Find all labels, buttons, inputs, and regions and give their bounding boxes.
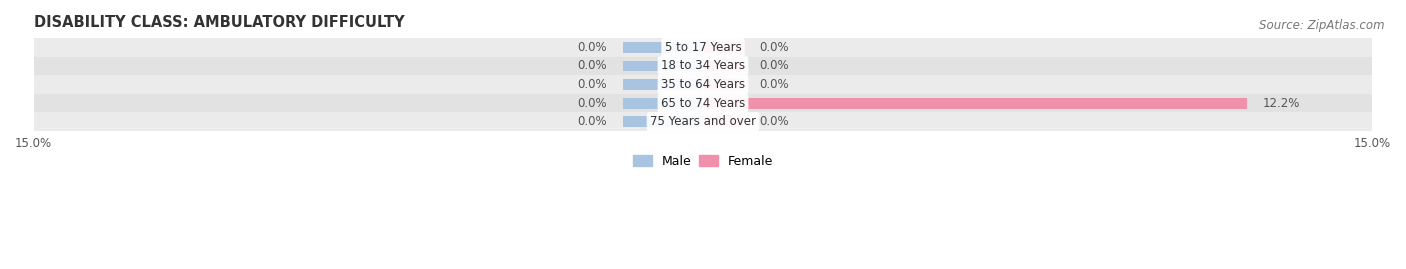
Bar xyxy=(34,57,1372,75)
Text: 18 to 34 Years: 18 to 34 Years xyxy=(661,59,745,72)
Text: DISABILITY CLASS: AMBULATORY DIFFICULTY: DISABILITY CLASS: AMBULATORY DIFFICULTY xyxy=(34,15,404,30)
Bar xyxy=(623,61,703,71)
Bar xyxy=(623,79,703,90)
Text: 65 to 74 Years: 65 to 74 Years xyxy=(661,97,745,110)
Bar xyxy=(623,116,703,127)
Bar xyxy=(34,112,1372,131)
Text: 35 to 64 Years: 35 to 64 Years xyxy=(661,78,745,91)
Text: 5 to 17 Years: 5 to 17 Years xyxy=(665,41,741,54)
Text: 0.0%: 0.0% xyxy=(578,78,607,91)
Text: Source: ZipAtlas.com: Source: ZipAtlas.com xyxy=(1260,19,1385,32)
Bar xyxy=(34,38,1372,57)
Bar xyxy=(623,42,703,53)
Bar xyxy=(703,116,744,127)
Bar xyxy=(34,94,1372,112)
Bar xyxy=(703,79,744,90)
Text: 0.0%: 0.0% xyxy=(578,59,607,72)
Bar xyxy=(34,75,1372,94)
Text: 0.0%: 0.0% xyxy=(759,115,789,128)
Text: 0.0%: 0.0% xyxy=(578,97,607,110)
Text: 0.0%: 0.0% xyxy=(578,115,607,128)
Text: 75 Years and over: 75 Years and over xyxy=(650,115,756,128)
Text: 0.0%: 0.0% xyxy=(759,59,789,72)
Text: 0.0%: 0.0% xyxy=(759,41,789,54)
Text: 0.0%: 0.0% xyxy=(759,78,789,91)
Text: 0.0%: 0.0% xyxy=(578,41,607,54)
Legend: Male, Female: Male, Female xyxy=(628,150,778,173)
Bar xyxy=(703,61,744,71)
Bar xyxy=(703,98,1247,108)
Bar xyxy=(703,42,744,53)
Text: 12.2%: 12.2% xyxy=(1263,97,1301,110)
Bar xyxy=(623,98,703,108)
